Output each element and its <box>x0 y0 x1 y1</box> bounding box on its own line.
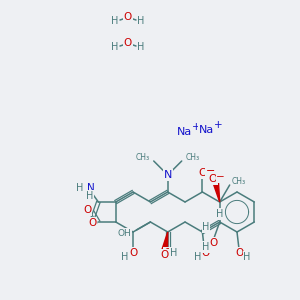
Text: H: H <box>111 42 119 52</box>
Text: H: H <box>111 16 119 26</box>
Text: H: H <box>170 248 177 258</box>
Text: +: + <box>214 120 222 130</box>
Text: H: H <box>194 252 201 262</box>
Text: O: O <box>163 248 172 258</box>
Text: O: O <box>198 168 207 178</box>
Text: +: + <box>192 122 200 132</box>
Text: O: O <box>88 218 97 228</box>
Text: O: O <box>201 248 209 258</box>
Text: −: − <box>206 166 215 176</box>
Text: −: − <box>216 172 225 182</box>
Polygon shape <box>213 182 220 202</box>
Text: O: O <box>124 12 132 22</box>
Text: H: H <box>202 222 210 232</box>
Text: O: O <box>83 205 92 215</box>
Text: CH₃: CH₃ <box>136 152 150 161</box>
Text: Na: Na <box>198 125 214 135</box>
Text: CH₃: CH₃ <box>232 176 246 185</box>
Text: O: O <box>235 248 243 258</box>
Text: O: O <box>210 238 218 248</box>
Text: N: N <box>164 170 172 180</box>
Polygon shape <box>162 232 168 250</box>
Text: Na: Na <box>176 127 192 137</box>
Text: O: O <box>124 38 132 48</box>
Text: O: O <box>129 248 137 258</box>
Text: CH₃: CH₃ <box>186 152 200 161</box>
Text: H: H <box>122 252 129 262</box>
Text: H: H <box>137 42 145 52</box>
Text: H: H <box>137 16 145 26</box>
Text: N: N <box>88 183 95 193</box>
Text: H: H <box>202 242 209 252</box>
Text: O: O <box>160 250 169 260</box>
Text: H: H <box>86 191 93 201</box>
Text: H: H <box>216 209 224 219</box>
Text: O: O <box>208 174 217 184</box>
Text: H: H <box>76 183 83 193</box>
Text: OH: OH <box>118 229 131 238</box>
Text: H: H <box>243 252 251 262</box>
